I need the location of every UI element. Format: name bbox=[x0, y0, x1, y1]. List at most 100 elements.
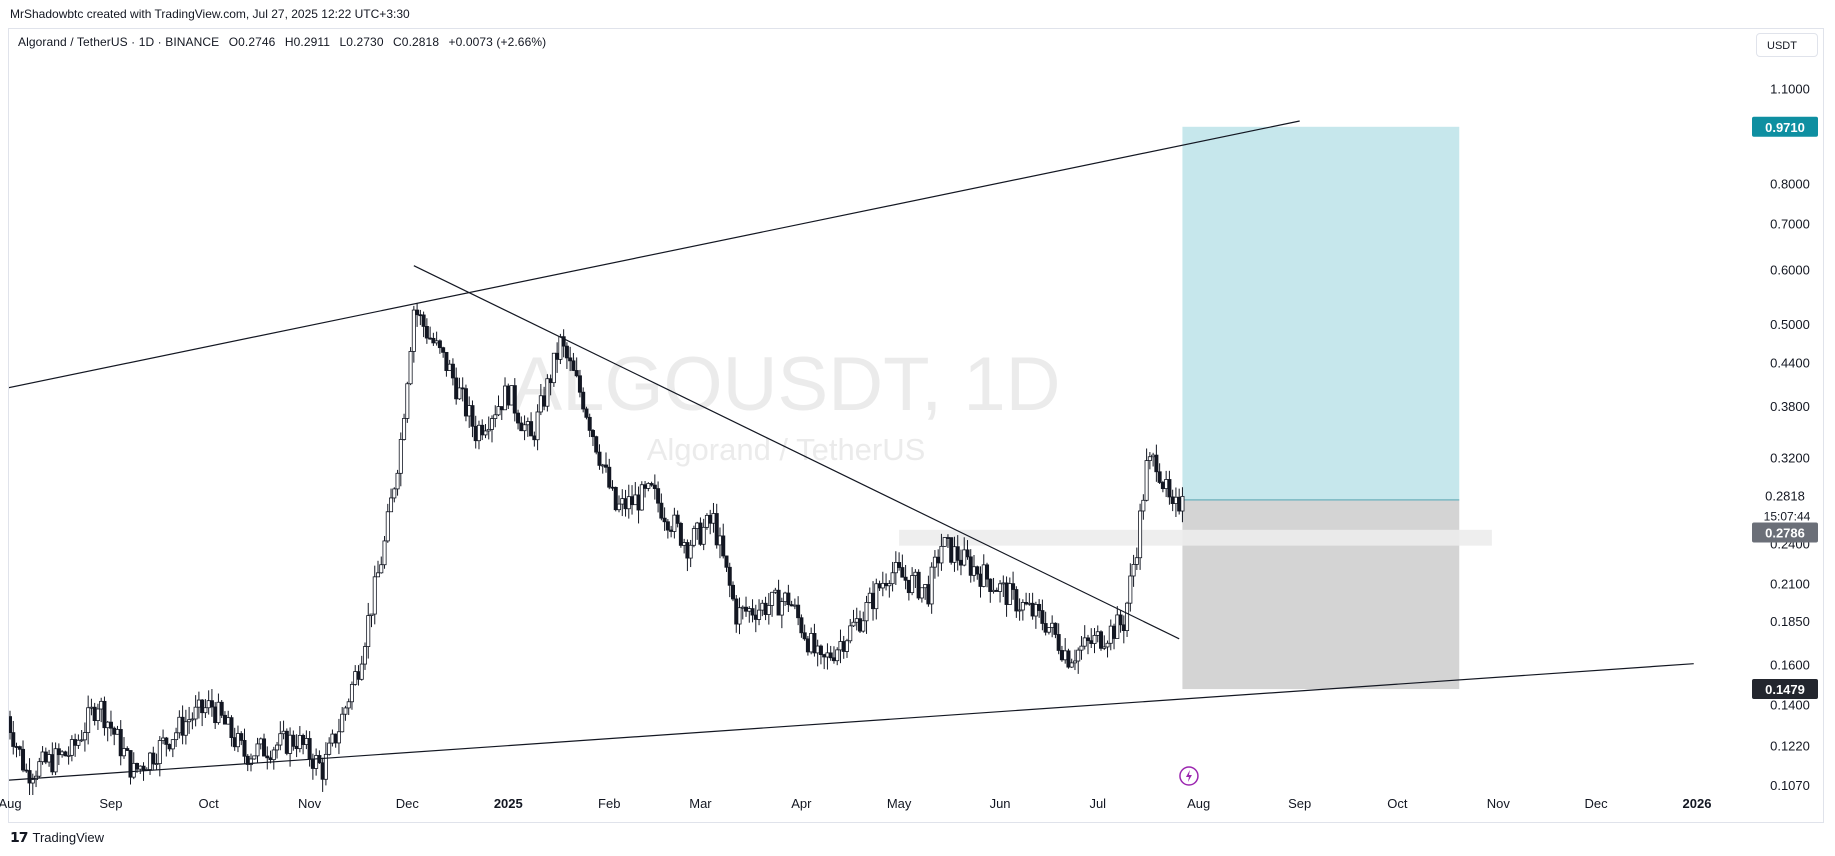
candle-body bbox=[489, 418, 494, 430]
candle-body bbox=[652, 484, 657, 489]
candle-body bbox=[916, 571, 921, 599]
candle-body bbox=[558, 336, 563, 360]
candle-body bbox=[783, 592, 788, 603]
candle-body bbox=[831, 657, 836, 662]
candle-body bbox=[170, 739, 175, 750]
candle-body bbox=[200, 699, 205, 714]
candle-body bbox=[9, 716, 12, 733]
candle-body bbox=[196, 699, 201, 708]
candle-body bbox=[27, 770, 32, 784]
tradingview-logo-icon: 𝟭𝟳 bbox=[10, 829, 29, 845]
candle-body bbox=[695, 522, 700, 529]
x-tick-label: Apr bbox=[791, 796, 812, 811]
candle-body bbox=[1151, 454, 1156, 458]
candle-body bbox=[288, 734, 293, 754]
candle-body bbox=[968, 556, 973, 576]
candle-body bbox=[786, 592, 791, 605]
y-tick-label: 0.2100 bbox=[1770, 576, 1810, 591]
descending-trendline bbox=[413, 265, 1180, 640]
candle-body bbox=[1164, 479, 1169, 490]
candle-body bbox=[757, 609, 762, 620]
candle-body bbox=[209, 700, 214, 708]
candle-body bbox=[428, 337, 433, 340]
candle-body bbox=[1089, 640, 1094, 644]
x-tick-label: 2026 bbox=[1683, 796, 1712, 811]
candle-body bbox=[164, 737, 169, 745]
y-tick-label: 0.1600 bbox=[1770, 658, 1810, 673]
candle-body bbox=[434, 340, 439, 344]
x-tick-label: Sep bbox=[1288, 796, 1311, 811]
candle-body bbox=[66, 754, 71, 757]
candle-body bbox=[815, 645, 820, 654]
candle-body bbox=[525, 421, 530, 426]
currency-unit-button[interactable]: USDT bbox=[1756, 33, 1818, 57]
footer-brand[interactable]: 𝟭𝟳 TradingView bbox=[10, 829, 104, 846]
candle-body bbox=[903, 576, 908, 581]
candle-body bbox=[861, 620, 866, 632]
candle-body bbox=[675, 514, 680, 524]
candle-body bbox=[994, 589, 999, 592]
candle-body bbox=[398, 439, 403, 474]
candle-body bbox=[884, 582, 889, 587]
candle-body bbox=[617, 503, 622, 511]
candle-body bbox=[1147, 456, 1152, 461]
candle-body bbox=[1066, 650, 1071, 668]
candle-body bbox=[737, 607, 742, 625]
candle-body bbox=[278, 733, 283, 746]
candle-body bbox=[1121, 624, 1126, 632]
candle-body bbox=[463, 388, 468, 417]
candle-body bbox=[1138, 510, 1143, 559]
candle-body bbox=[1177, 496, 1182, 512]
demand-zone bbox=[899, 529, 1492, 546]
candle-body bbox=[1128, 575, 1133, 604]
candle-body bbox=[506, 385, 511, 406]
candle-body bbox=[1095, 631, 1100, 636]
candle-body bbox=[180, 716, 185, 736]
candle-body bbox=[659, 502, 664, 519]
candle-body bbox=[376, 572, 381, 578]
candle-body bbox=[105, 721, 110, 729]
legend-close: C0.2818 bbox=[393, 35, 440, 49]
candle-body bbox=[483, 430, 488, 436]
x-tick-label: May bbox=[887, 796, 912, 811]
lower-channel-line bbox=[9, 663, 1694, 781]
candle-body bbox=[60, 751, 65, 756]
candle-body bbox=[1011, 583, 1016, 590]
candle-body bbox=[131, 762, 136, 778]
candle-body bbox=[646, 483, 651, 489]
candle-body bbox=[154, 763, 159, 765]
candle-body bbox=[789, 604, 794, 607]
candle-body bbox=[965, 549, 970, 558]
target-price-badge-bg bbox=[1752, 116, 1818, 137]
candle-body bbox=[936, 556, 941, 564]
countdown-label: 15:07:44 bbox=[1764, 509, 1811, 523]
candle-body bbox=[454, 377, 459, 400]
candle-body bbox=[1059, 650, 1064, 661]
candle-body bbox=[932, 556, 937, 568]
candle-body bbox=[721, 535, 726, 557]
candle-body bbox=[900, 567, 905, 578]
candle-body bbox=[548, 378, 553, 384]
candle-body bbox=[69, 739, 74, 756]
x-tick-label: Nov bbox=[1487, 796, 1511, 811]
lightning-bolt-icon bbox=[1185, 770, 1192, 782]
candle-body bbox=[151, 752, 156, 765]
candle-body bbox=[584, 408, 589, 418]
x-tick-label: Mar bbox=[689, 796, 712, 811]
candle-body bbox=[656, 488, 661, 504]
candle-body bbox=[349, 683, 354, 703]
entry-price-badge-bg bbox=[1752, 522, 1818, 543]
candle-body bbox=[958, 559, 963, 566]
candle-body bbox=[1079, 645, 1084, 651]
candle-body bbox=[1173, 496, 1178, 504]
candle-body bbox=[688, 544, 693, 559]
candle-body bbox=[991, 589, 996, 592]
candle-body bbox=[770, 591, 775, 606]
plot-area: ALGOUSDT, 1D Algorand / TetherUS bbox=[9, 120, 1694, 795]
candle-body bbox=[389, 497, 394, 513]
stop-price-badge: 0.1479 bbox=[1765, 682, 1805, 697]
candle-body bbox=[441, 347, 446, 353]
legend-symbol[interactable]: Algorand / TetherUS · 1D · BINANCE bbox=[18, 35, 220, 49]
candle-body bbox=[418, 314, 423, 317]
